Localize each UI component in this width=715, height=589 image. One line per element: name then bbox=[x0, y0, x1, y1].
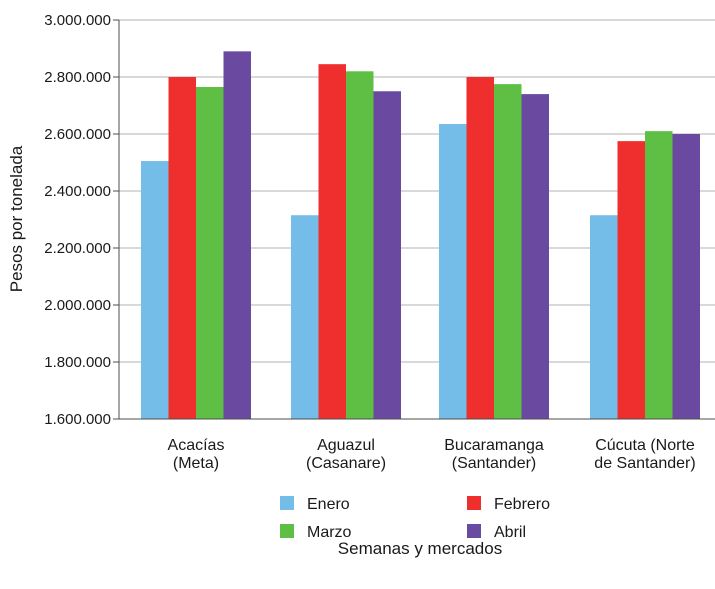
bar-enero-2 bbox=[439, 124, 467, 420]
legend-label-abril: Abril bbox=[494, 524, 526, 541]
legend-swatch-marzo bbox=[280, 524, 294, 538]
bar-febrero-2 bbox=[466, 77, 494, 419]
x-category-label: Aguazul (Casanare) bbox=[306, 437, 386, 472]
bar-febrero-0 bbox=[168, 77, 196, 419]
bar-abril-2 bbox=[521, 94, 549, 419]
y-tick-label: 1.600.000 bbox=[44, 411, 111, 428]
bars bbox=[141, 51, 700, 420]
bar-abril-3 bbox=[672, 134, 700, 419]
y-tick-label: 1.800.000 bbox=[44, 354, 111, 371]
legend-label-febrero: Febrero bbox=[494, 496, 550, 513]
bar-febrero-1 bbox=[318, 64, 346, 420]
bar-enero-0 bbox=[141, 161, 169, 419]
x-category-labels: Acacías (Meta) Aguazul (Casanare) Bucaramang… bbox=[168, 437, 696, 472]
x-category-label: Acacías (Meta) bbox=[168, 437, 225, 472]
legend-swatch-febrero bbox=[467, 496, 481, 510]
bar-abril-0 bbox=[223, 51, 251, 419]
x-category-label: Bucaramanga (Santander) bbox=[444, 437, 544, 472]
legend: Enero Febrero Marzo Abril bbox=[280, 496, 550, 541]
y-tick-label: 2.600.000 bbox=[44, 126, 111, 143]
bar-marzo-3 bbox=[645, 131, 673, 419]
x-axis-title: Semanas y mercados bbox=[338, 539, 502, 558]
bar-febrero-3 bbox=[617, 141, 645, 419]
x-category-label: Cúcuta (Norte de Santander) bbox=[594, 437, 695, 472]
bar-enero-1 bbox=[291, 215, 319, 419]
y-axis-title: Pesos por tonelada bbox=[7, 145, 26, 292]
bar-marzo-0 bbox=[196, 86, 224, 419]
axes bbox=[118, 20, 715, 420]
bar-marzo-2 bbox=[494, 84, 522, 419]
legend-swatch-abril bbox=[467, 524, 481, 538]
legend-label-enero: Enero bbox=[307, 496, 350, 513]
y-tick-label: 2.400.000 bbox=[44, 183, 111, 200]
y-tick-label: 2.200.000 bbox=[44, 240, 111, 257]
legend-swatch-enero bbox=[280, 496, 294, 510]
y-tick-label: 3.000.000 bbox=[44, 12, 111, 29]
y-tick-label: 2.000.000 bbox=[44, 297, 111, 314]
bar-enero-3 bbox=[590, 215, 618, 419]
legend-label-marzo: Marzo bbox=[307, 524, 352, 541]
y-tick-label: 2.800.000 bbox=[44, 69, 111, 86]
bar-marzo-1 bbox=[346, 71, 374, 420]
y-tick-labels: 1.600.000 1.800.000 2.000.000 2.200.000 2.40… bbox=[44, 12, 111, 428]
bar-abril-1 bbox=[373, 91, 401, 419]
